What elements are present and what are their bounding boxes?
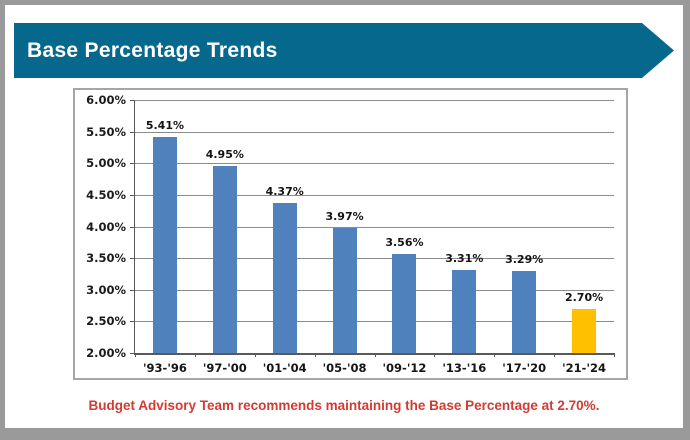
- gridline: [135, 131, 614, 133]
- x-axis-tick: [494, 353, 496, 357]
- bar: [572, 308, 597, 353]
- y-tick-label: 4.00%: [86, 219, 126, 234]
- gridline: [135, 226, 614, 228]
- y-axis-tick: [130, 100, 135, 101]
- plot-area: 5.41% '93-'96 4.95% '97-'00 4.37% '01-'04 3.97…: [130, 100, 615, 375]
- y-tick-label: 4.50%: [86, 187, 126, 202]
- x-axis-tick: [135, 353, 136, 357]
- y-tick-label: 5.00%: [86, 156, 126, 171]
- y-tick-label: 5.50%: [86, 124, 126, 139]
- bar: [212, 166, 237, 353]
- x-tick-label: '21-'24: [562, 361, 606, 375]
- x-axis-tick: [434, 353, 436, 357]
- bar: [512, 271, 537, 353]
- gridline: [135, 321, 614, 323]
- x-axis-tick: [314, 353, 316, 357]
- bar: [152, 137, 177, 353]
- bar: [272, 203, 297, 353]
- footer-note: Budget Advisory Team recommends maintain…: [88, 398, 600, 413]
- x-tick-label: '17-'20: [502, 361, 547, 375]
- gridline: [135, 163, 614, 165]
- x-axis-tick: [374, 353, 376, 357]
- bar-data-label: 4.37%: [265, 185, 304, 199]
- bar: [392, 254, 417, 353]
- page-title: Base Percentage Trends: [27, 38, 278, 62]
- gridline: [135, 100, 614, 101]
- bar-data-label: 3.56%: [385, 236, 424, 250]
- x-tick-label: '13-'16: [442, 361, 487, 375]
- title-banner: Base Percentage Trends: [14, 23, 674, 78]
- y-axis-tick: [130, 289, 135, 291]
- y-axis-tick: [130, 258, 135, 260]
- y-axis-tick: [130, 226, 135, 228]
- y-tick-label: 2.00%: [86, 346, 126, 360]
- banner-arrow-shape: [14, 23, 674, 78]
- x-axis-tick: [194, 353, 196, 357]
- y-tick-label: 6.00%: [86, 93, 126, 107]
- y-axis-tick: [130, 321, 135, 323]
- y-axis-tick: [130, 163, 135, 165]
- y-tick-label: 3.00%: [86, 282, 126, 297]
- x-axis-tick: [254, 353, 256, 357]
- x-axis-tick: [614, 353, 615, 357]
- gridline: [135, 289, 614, 291]
- x-tick-label: '05-'08: [322, 361, 367, 375]
- x-tick-label: '09-'12: [382, 361, 427, 375]
- y-axis-tick: [130, 131, 135, 133]
- bar: [452, 270, 477, 353]
- slide: Base Percentage Trends 5.41% '93-'96 4.95%…: [5, 5, 683, 428]
- bar-data-label: 4.95%: [205, 148, 244, 162]
- bar-data-label: 3.29%: [505, 253, 544, 267]
- chart-box: 5.41% '93-'96 4.95% '97-'00 4.37% '01-'04 3.97…: [73, 88, 628, 380]
- gridline: [135, 194, 614, 196]
- x-tick-label: '97-'00: [202, 361, 247, 375]
- bar-data-label: 2.70%: [564, 290, 604, 304]
- y-axis-tick: [130, 353, 135, 354]
- x-axis-tick: [554, 353, 556, 357]
- x-tick-label: '01-'04: [262, 361, 307, 375]
- gridline: [135, 258, 614, 260]
- bar-data-label: 5.41%: [145, 119, 185, 133]
- y-axis-tick: [130, 194, 135, 196]
- x-tick-label: '93-'96: [143, 361, 187, 375]
- y-tick-label: 3.50%: [86, 251, 126, 266]
- bar-data-label: 3.97%: [325, 210, 364, 224]
- y-tick-label: 2.50%: [86, 314, 126, 329]
- bar-data-label: 3.31%: [445, 252, 484, 266]
- bar: [332, 228, 357, 353]
